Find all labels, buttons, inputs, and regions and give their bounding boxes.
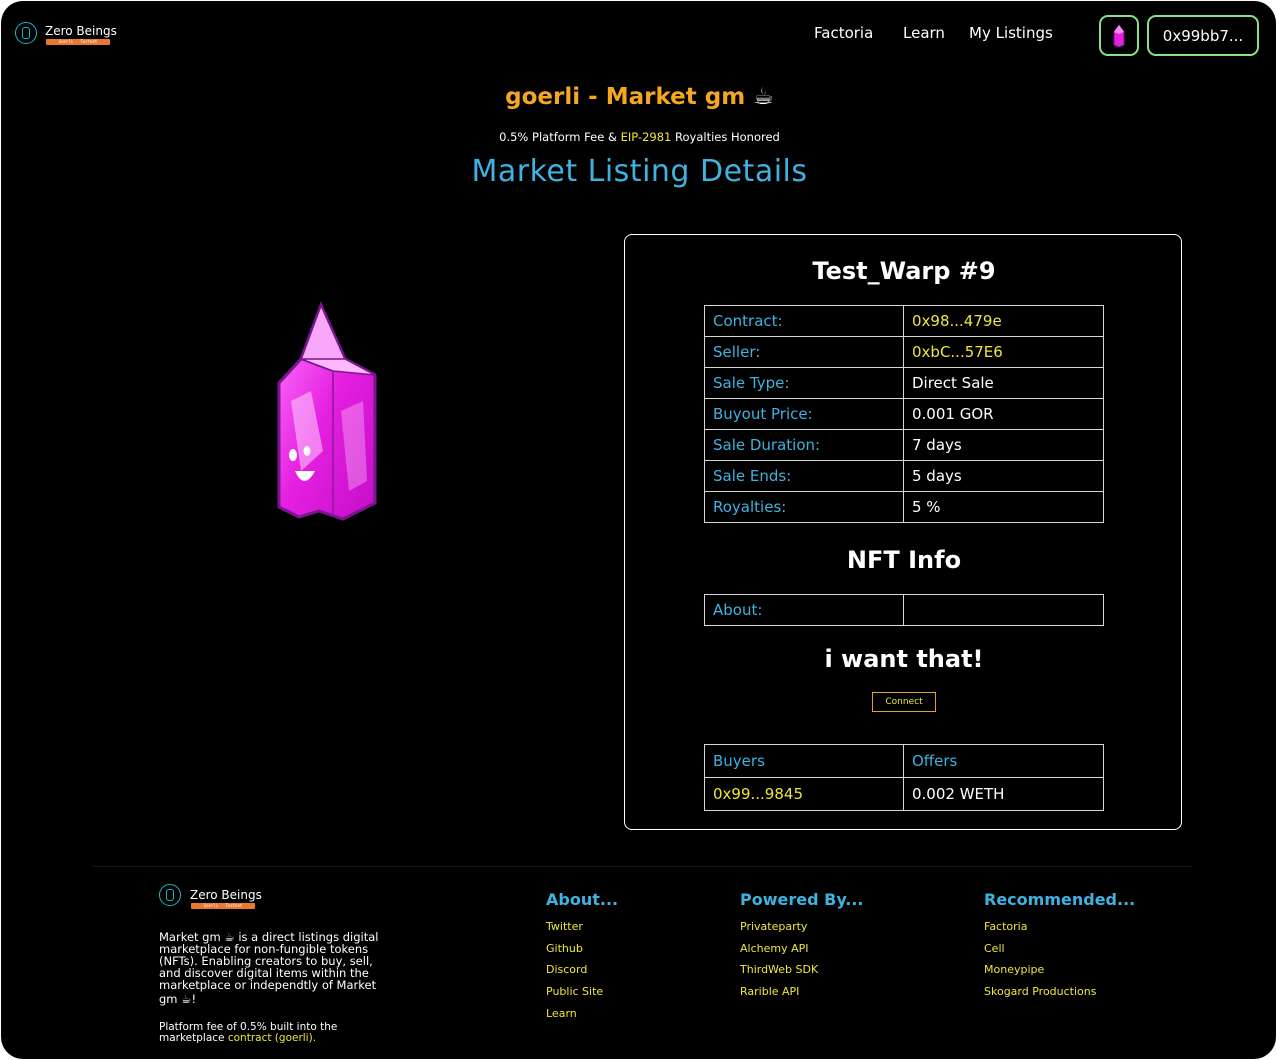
- buyout-price-label: Buyout Price:: [704, 398, 904, 430]
- market-name-inline: Market gm: [159, 930, 221, 944]
- wallet-button[interactable]: 0x99bb7...: [1147, 15, 1259, 56]
- footer-desc-line: (NFTs). Enabling creators to buy, sell,: [159, 954, 373, 968]
- contract-goerli-link[interactable]: contract (goerli).: [227, 1032, 317, 1044]
- footer-brand-tag: Goerli · Testnet: [191, 903, 255, 909]
- nav-factoria[interactable]: Factoria: [814, 24, 874, 42]
- sale-duration-label: Sale Duration:: [704, 429, 904, 461]
- nav-my-listings[interactable]: My Listings: [969, 24, 1053, 42]
- table-header-row: Buyers Offers: [704, 744, 1104, 778]
- royalties-value: 5 %: [903, 491, 1104, 523]
- sale-type-label: Sale Type:: [704, 367, 904, 399]
- sale-ends-value: 5 days: [903, 460, 1104, 492]
- avatar-button[interactable]: [1099, 15, 1139, 56]
- footer-logo[interactable]: Zero Beings Goerli · Testnet: [159, 884, 279, 910]
- footer-fee-line: Platform fee of 0.5% built into the: [159, 1021, 338, 1033]
- nft-info-title: NFT Info: [846, 546, 962, 574]
- crystal-avatar-icon: [1113, 23, 1125, 48]
- footer-link-github[interactable]: Github: [546, 942, 583, 955]
- footer-link-moneypipe[interactable]: Moneypipe: [984, 963, 1045, 976]
- zero-beings-logo-icon: [159, 884, 181, 906]
- coffee-icon: ☕: [753, 84, 774, 110]
- footer-divider: [93, 866, 1193, 867]
- sale-duration-value: 7 days: [903, 429, 1104, 461]
- fee-suffix: Royalties Honored: [675, 130, 780, 144]
- wallet-address: 0x99bb7...: [1162, 26, 1244, 45]
- footer-link-public-site[interactable]: Public Site: [546, 985, 604, 998]
- footer-desc-line: gm ☕!: [159, 992, 197, 1006]
- eip-2981-link[interactable]: EIP-2981: [620, 130, 672, 144]
- offer-amount: 0.002 WETH: [903, 777, 1104, 811]
- buyout-price-value: 0.001 GOR: [903, 398, 1104, 430]
- buyer-address[interactable]: 0x99...9845: [704, 777, 904, 811]
- sale-ends-label: Sale Ends:: [704, 460, 904, 492]
- brand-logo[interactable]: Zero Beings Goerli · Testnet: [15, 22, 135, 48]
- brand-name: Zero Beings: [45, 24, 117, 38]
- footer-link-alchemy[interactable]: Alchemy API: [740, 942, 809, 955]
- footer-link-rarible[interactable]: Rarible API: [740, 985, 800, 998]
- table-row: About:: [704, 594, 1104, 626]
- brand-tag: Goerli · Testnet: [46, 39, 110, 45]
- connect-button[interactable]: Connect: [872, 692, 936, 712]
- contract-label: Contract:: [704, 305, 904, 337]
- table-row: Buyout Price: 0.001 GOR: [704, 398, 1104, 430]
- royalties-label: Royalties:: [704, 491, 904, 523]
- about-label: About:: [704, 594, 904, 626]
- zero-beings-logo-icon: [15, 22, 37, 44]
- footer-brand-name: Zero Beings: [190, 888, 262, 902]
- page-title: Market Listing Details: [471, 154, 808, 189]
- listing-details-table: Contract: 0x98...479e Seller: 0xbC...57E…: [704, 305, 1104, 523]
- nav-learn[interactable]: Learn: [903, 24, 945, 42]
- footer-desc-line: and discover digital items within the: [159, 966, 369, 980]
- listing-title: Test_Warp #9: [812, 257, 996, 285]
- table-row: Contract: 0x98...479e: [704, 305, 1104, 337]
- buyers-header: Buyers: [704, 744, 904, 778]
- footer-about-title: About...: [546, 890, 619, 909]
- footer-link-discord[interactable]: Discord: [546, 963, 588, 976]
- footer-link-factoria[interactable]: Factoria: [984, 920, 1028, 933]
- contract-value[interactable]: 0x98...479e: [903, 305, 1104, 337]
- fee-line: 0.5% Platform Fee & EIP-2981 Royalties H…: [1, 130, 1276, 144]
- nft-info-table: About:: [704, 594, 1104, 626]
- footer-desc-end: gm: [159, 992, 178, 1006]
- footer-link-cell[interactable]: Cell: [984, 942, 1005, 955]
- footer-link-thirdweb[interactable]: ThirdWeb SDK: [740, 963, 819, 976]
- seller-label: Seller:: [704, 336, 904, 368]
- footer-recommended-title: Recommended...: [984, 890, 1136, 909]
- footer-powered-title: Powered By...: [740, 890, 864, 909]
- seller-value[interactable]: 0xbC...57E6: [903, 336, 1104, 368]
- footer-description: Market gm ☕ is a direct listings digital…: [159, 931, 429, 1005]
- offers-header: Offers: [903, 744, 1104, 778]
- footer-desc-line: marketplace or independtly of Market: [159, 978, 377, 992]
- fee-prefix: 0.5% Platform Fee &: [499, 130, 617, 144]
- cta-title: i want that!: [824, 645, 984, 673]
- table-row: Seller: 0xbC...57E6: [704, 336, 1104, 368]
- footer-link-skogard[interactable]: Skogard Productions: [984, 985, 1097, 998]
- listing-card: Test_Warp #9 Contract: 0x98...479e Selle…: [624, 234, 1182, 830]
- footer-link-privateparty[interactable]: Privateparty: [740, 920, 808, 933]
- coffee-icon: ☕: [224, 930, 235, 944]
- table-row: Sale Ends: 5 days: [704, 460, 1104, 492]
- market-name: goerli - Market gm: [505, 84, 746, 110]
- footer-desc-line: marketplace for non-fungible tokens: [159, 942, 369, 956]
- footer-fee-prefix: marketplace: [159, 1032, 225, 1044]
- footer-desc-text: is a direct listings digital: [238, 930, 379, 944]
- table-row: Sale Duration: 7 days: [704, 429, 1104, 461]
- table-row: Royalties: 5 %: [704, 491, 1104, 523]
- crystal-nft-image: [277, 301, 377, 521]
- table-row: 0x99...9845 0.002 WETH: [704, 777, 1104, 811]
- market-title: goerli - Market gm ☕: [1, 84, 1276, 110]
- footer-fee-note: Platform fee of 0.5% built into the mark…: [159, 1022, 429, 1044]
- offers-table: Buyers Offers 0x99...9845 0.002 WETH: [704, 744, 1104, 811]
- about-value: [903, 594, 1104, 626]
- footer-link-learn[interactable]: Learn: [546, 1007, 577, 1020]
- footer-desc-line: Market gm ☕ is a direct listings digital: [159, 931, 429, 943]
- footer-fee-line: marketplace contract (goerli).: [159, 1033, 429, 1044]
- table-row: Sale Type: Direct Sale: [704, 367, 1104, 399]
- coffee-icon: ☕: [181, 992, 192, 1006]
- sale-type-value: Direct Sale: [903, 367, 1104, 399]
- footer-link-twitter[interactable]: Twitter: [546, 920, 583, 933]
